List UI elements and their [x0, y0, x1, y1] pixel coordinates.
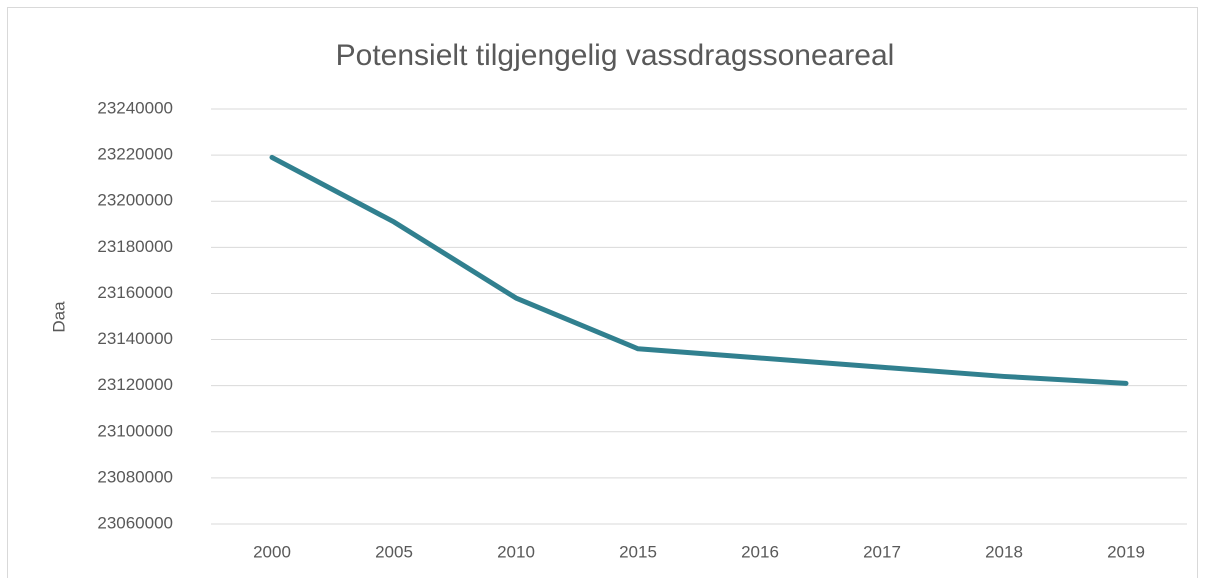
x-tick-label: 2016 — [741, 542, 779, 561]
y-tick-label: 23220000 — [97, 145, 173, 164]
x-tick-label: 2005 — [375, 542, 413, 561]
x-tick-label: 2010 — [497, 542, 535, 561]
chart-title: Potensielt tilgjengelig vassdragssoneare… — [336, 39, 895, 72]
y-tick-label: 23180000 — [97, 237, 173, 256]
y-tick-label: 23240000 — [97, 98, 173, 117]
y-tick-label: 23200000 — [97, 191, 173, 210]
x-tick-label: 2019 — [1107, 542, 1145, 561]
x-tick-label: 2015 — [619, 542, 657, 561]
x-tick-label: 2017 — [863, 542, 901, 561]
y-tick-label: 23160000 — [97, 283, 173, 302]
data-line — [269, 154, 1129, 386]
y-tick-label: 23120000 — [97, 375, 173, 394]
x-tick-label: 2018 — [985, 542, 1023, 561]
chart-frame — [7, 7, 1198, 578]
y-tick-label: 23140000 — [97, 329, 173, 348]
x-tick-label: 2000 — [253, 542, 291, 561]
y-tick-label: 23060000 — [97, 513, 173, 532]
y-tick-label: 23080000 — [97, 467, 173, 486]
y-axis-label: Daa — [49, 301, 68, 333]
y-tick-label: 23100000 — [97, 421, 173, 440]
